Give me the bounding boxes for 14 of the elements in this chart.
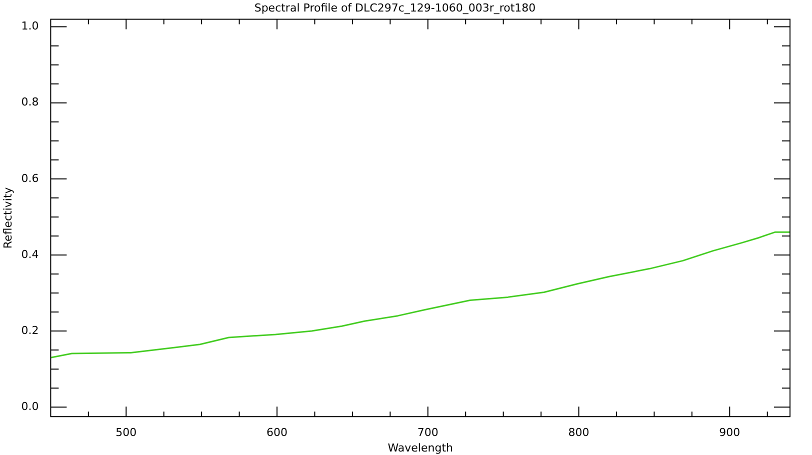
y-tick-label: 1.0 [21, 20, 39, 33]
y-tick-label: 0.6 [21, 172, 39, 185]
x-tick-label: 600 [266, 426, 288, 440]
x-tick-label: 700 [417, 426, 438, 440]
x-tick-label: 500 [116, 426, 137, 440]
x-axis-title: Wavelength [388, 441, 453, 454]
y-tick-label: 0.8 [21, 96, 39, 109]
x-tick-label: 800 [568, 426, 590, 440]
y-tick-label: 0.2 [21, 324, 39, 337]
x-tick-label: 900 [719, 426, 740, 440]
chart-title: Spectral Profile of DLC297c_129-1060_003r_rot180 [254, 1, 536, 14]
y-tick-label: 0.0 [21, 400, 39, 413]
y-tick-label: 0.4 [21, 248, 39, 261]
y-axis-title: Reflectivity [1, 186, 14, 249]
